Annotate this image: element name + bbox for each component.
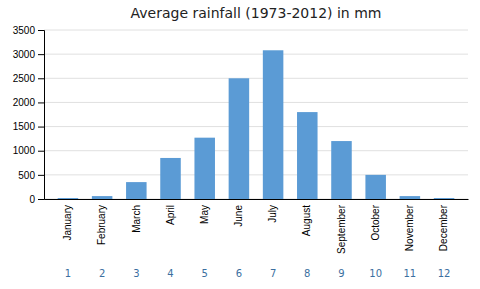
bar xyxy=(194,138,215,199)
bar xyxy=(400,196,421,199)
grid-line xyxy=(44,102,468,103)
bar xyxy=(263,50,284,199)
tick: January xyxy=(62,199,73,241)
plot: 0 500 1000 1500 2000 2500 3000 3500 January Febru… xyxy=(13,25,469,279)
tick-label: 1000 xyxy=(13,145,36,156)
category-number: 4 xyxy=(167,268,173,279)
tick-mark xyxy=(38,30,44,31)
grid-line xyxy=(44,54,468,55)
axis-line xyxy=(45,199,469,200)
tick: April xyxy=(165,199,176,225)
x-axis: January February March April May June July Augu… xyxy=(45,199,469,254)
tick-label: April xyxy=(165,205,176,225)
category-number: 5 xyxy=(202,268,208,279)
tick: 1000 xyxy=(13,145,44,156)
tick-label: July xyxy=(267,205,278,223)
tick: July xyxy=(267,199,278,223)
tick-mark xyxy=(38,54,44,55)
tick-mark xyxy=(38,102,44,103)
grid-line xyxy=(44,174,468,175)
tick-mark xyxy=(38,78,44,79)
category-number: 7 xyxy=(270,268,276,279)
tick-label: 0 xyxy=(29,194,35,205)
tick: 2500 xyxy=(13,73,44,84)
tick-mark xyxy=(38,199,44,200)
tick-label: 3000 xyxy=(13,49,36,60)
category-number: 12 xyxy=(438,268,451,279)
category-number: 6 xyxy=(236,268,242,279)
tick-mark xyxy=(38,175,44,176)
tick: May xyxy=(199,199,210,224)
tick: March xyxy=(131,199,142,233)
bar xyxy=(229,78,250,199)
tick-label: 2000 xyxy=(13,97,36,108)
tick: February xyxy=(96,199,107,245)
tick-label: 3500 xyxy=(13,25,36,36)
chart: 0 500 1000 1500 2000 2500 3000 3500 January Febru… xyxy=(0,0,480,289)
tick: September xyxy=(336,199,347,254)
category-number: 2 xyxy=(99,268,105,279)
tick: 1500 xyxy=(13,121,44,132)
tick: October xyxy=(370,199,381,241)
tick: August xyxy=(301,199,312,236)
tick-label: November xyxy=(404,204,415,251)
category-numbers: 123456789101112 xyxy=(65,268,451,279)
grid-line xyxy=(44,78,468,79)
tick-label: 500 xyxy=(18,170,35,181)
tick-label: 2500 xyxy=(13,73,36,84)
tick: 0 xyxy=(29,194,44,205)
grid-line xyxy=(44,126,468,127)
category-number: 9 xyxy=(338,268,344,279)
tick-label: October xyxy=(370,204,381,240)
bars xyxy=(58,50,455,199)
bar xyxy=(297,112,318,199)
tick-label: December xyxy=(438,204,449,251)
bar xyxy=(434,198,455,199)
tick-label: 1500 xyxy=(13,121,36,132)
tick-label: March xyxy=(131,205,142,233)
category-number: 10 xyxy=(369,268,382,279)
category-number: 1 xyxy=(65,268,71,279)
title: Average rainfall (1973-2012) in mm xyxy=(131,5,382,21)
tick-label: September xyxy=(336,204,347,254)
grid-line xyxy=(44,150,468,151)
tick: June xyxy=(233,199,244,227)
tick: November xyxy=(404,199,415,251)
tick: December xyxy=(438,199,449,251)
tick-label: February xyxy=(96,205,107,245)
tick: 2000 xyxy=(13,97,44,108)
tick-mark xyxy=(38,127,44,128)
tick: 3500 xyxy=(13,25,44,36)
grid xyxy=(44,30,468,199)
tick-label: June xyxy=(233,205,244,227)
category-number: 3 xyxy=(133,268,139,279)
tick-label: May xyxy=(199,205,210,224)
y-axis: 0 500 1000 1500 2000 2500 3000 3500 xyxy=(13,25,45,205)
bar xyxy=(365,175,386,199)
tick-label: August xyxy=(301,205,312,236)
category-number: 8 xyxy=(304,268,310,279)
axis-line xyxy=(38,31,45,200)
grid-line xyxy=(44,30,468,31)
category-number: 11 xyxy=(404,268,417,279)
tick-label: January xyxy=(62,205,73,241)
bar xyxy=(160,158,181,199)
tick: 500 xyxy=(18,170,44,181)
tick: 3000 xyxy=(13,49,44,60)
tick-mark xyxy=(38,151,44,152)
bar xyxy=(58,198,79,199)
bar xyxy=(92,196,113,199)
bar xyxy=(126,182,147,199)
bar xyxy=(331,141,352,199)
